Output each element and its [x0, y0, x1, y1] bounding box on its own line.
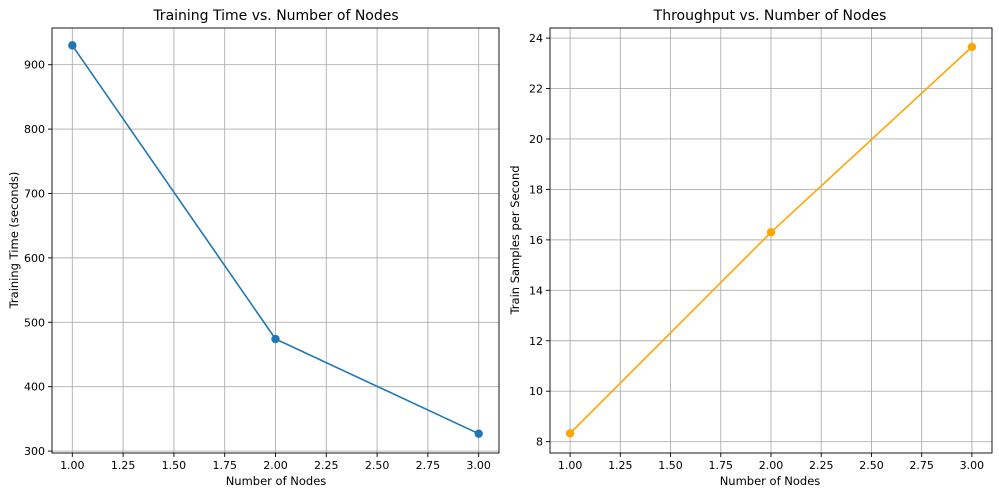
- y-tick-label: 400: [24, 381, 45, 394]
- data-point: [766, 228, 776, 237]
- x-tick-label: 2.00: [263, 459, 288, 472]
- y-tick-label: 18: [529, 183, 543, 196]
- chart-title: Training Time vs. Number of Nodes: [152, 8, 398, 24]
- x-tick-label: 2.75: [416, 459, 441, 472]
- y-axis-label: Training Time (seconds): [7, 172, 21, 310]
- data-point: [565, 429, 575, 438]
- x-tick-label: 1.75: [709, 459, 734, 472]
- data-point: [68, 41, 77, 50]
- x-tick-label: 1.50: [162, 459, 187, 472]
- throughput-chart: Throughput vs. Number of Nodes Number of…: [508, 8, 993, 488]
- x-tick-label: 2.50: [859, 459, 884, 472]
- y-tick-label: 24: [529, 32, 543, 45]
- grid: [550, 28, 992, 453]
- y-tick-label: 500: [24, 316, 45, 329]
- x-tick-label: 3.00: [466, 459, 491, 472]
- x-tick-label: 1.25: [111, 459, 136, 472]
- y-tick-label: 20: [529, 133, 543, 146]
- y-tick-label: 16: [529, 234, 543, 247]
- y-tick-label: 800: [24, 123, 45, 136]
- x-tick-label: 1.00: [60, 459, 85, 472]
- x-axis-label: Number of Nodes: [226, 474, 327, 488]
- grid: [52, 28, 499, 453]
- x-tick-label: 2.25: [809, 459, 834, 472]
- y-tick-label: 900: [24, 59, 45, 72]
- chart-title: Throughput vs. Number of Nodes: [653, 8, 887, 24]
- x-tick-label: 2.75: [909, 459, 934, 472]
- x-tick-label: 3.00: [960, 459, 985, 472]
- y-tick-label: 300: [24, 445, 45, 458]
- y-tick-label: 12: [529, 335, 543, 348]
- training-time-chart: Training Time vs. Number of Nodes Number…: [7, 8, 500, 488]
- data-point: [271, 334, 280, 344]
- x-tick-label: 2.00: [759, 459, 784, 472]
- x-tick-label: 1.50: [658, 459, 683, 472]
- data-point: [967, 42, 977, 52]
- y-tick-label: 22: [529, 83, 543, 96]
- x-tick-label: 1.25: [608, 459, 633, 472]
- y-axis-label: Train Samples per Second: [508, 165, 522, 315]
- x-tick-label: 1.00: [558, 459, 583, 472]
- x-tick-label: 2.25: [314, 459, 339, 472]
- y-tick-label: 8: [536, 436, 543, 449]
- y-tick-label: 700: [24, 187, 45, 200]
- y-tick-label: 14: [529, 284, 543, 297]
- y-tick-label: 10: [529, 385, 543, 398]
- plot-frame: [549, 27, 993, 454]
- plot-frame: [51, 27, 500, 454]
- x-tick-label: 2.50: [365, 459, 390, 472]
- x-tick-label: 1.75: [212, 459, 237, 472]
- x-axis-label: Number of Nodes: [720, 474, 821, 488]
- data-point: [474, 429, 483, 438]
- y-tick-label: 600: [24, 252, 45, 265]
